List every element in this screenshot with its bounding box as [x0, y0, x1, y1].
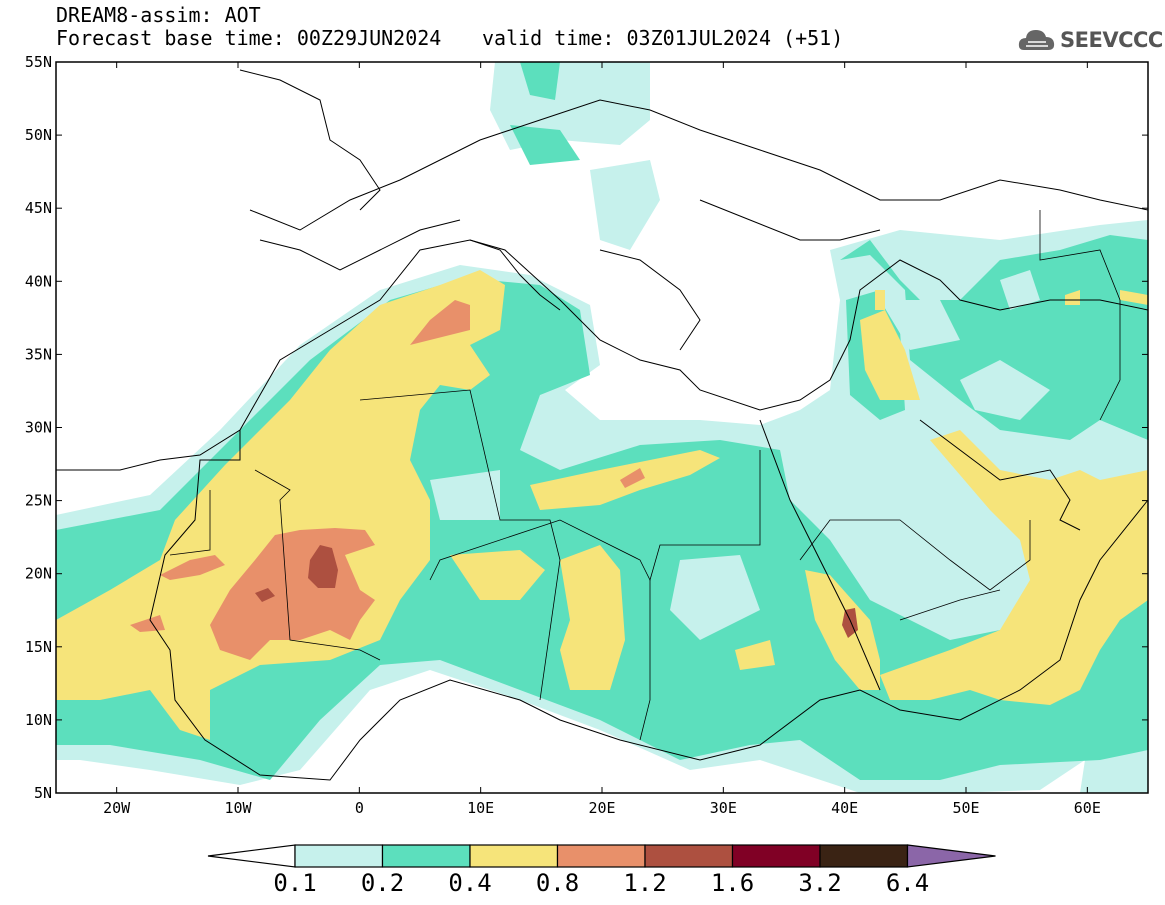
valid-time: valid time: 03Z01JUL2024 (+51) [482, 26, 844, 50]
aot-level-0.1-islands [430, 270, 1050, 640]
colorbar-label: 1.2 [623, 869, 666, 897]
colorbar-swatch [381, 844, 471, 868]
lon-tick-label: 50E [952, 799, 979, 817]
colorbar-swatch [469, 844, 559, 868]
lat-tick-label: 40N [25, 272, 52, 290]
lat-tick-label: 30N [25, 419, 52, 437]
forecast-base-time: Forecast base time: 00Z29JUN2024 [56, 26, 442, 50]
lon-tick-label: 60E [1074, 799, 1101, 817]
lat-tick-label: 55N [25, 53, 52, 71]
colorbar-swatch [819, 844, 909, 868]
cloud-logo-icon [1018, 30, 1055, 50]
lat-tick-label: 45N [25, 199, 52, 217]
lat-tick-label: 5N [34, 784, 52, 802]
lon-tick-label: 40E [831, 799, 858, 817]
colorbar-low-triangle [207, 844, 296, 868]
colorbar-label: 0.1 [273, 869, 316, 897]
lat-tick-label: 15N [25, 638, 52, 656]
colorbar-label: 1.6 [711, 869, 754, 897]
lon-tick-label: 10W [224, 799, 252, 817]
colorbar-label: 0.4 [448, 869, 491, 897]
longitude-axis: 20W 10W 0 10E 20E 30E 40E 50E 60E [103, 62, 1101, 817]
colorbar-swatch [294, 844, 384, 868]
lon-tick-label: 0 [355, 799, 364, 817]
latitude-axis: 55N 50N 45N 40N 35N 30N 25N 20N 15N 10N 5N [25, 53, 1148, 802]
lon-tick-label: 10E [467, 799, 494, 817]
colorbar-label: 0.2 [361, 869, 404, 897]
colorbar-high-triangle [906, 844, 996, 868]
lat-tick-label: 20N [25, 565, 52, 583]
map-title: DREAM8-assim: AOT [56, 3, 261, 27]
colorbar-label: 3.2 [798, 869, 841, 897]
lon-tick-label: 20E [588, 799, 615, 817]
coastlines [56, 69, 1148, 781]
aot-level-1.2 [255, 545, 858, 638]
lat-tick-label: 50N [25, 126, 52, 144]
lat-tick-label: 25N [25, 492, 52, 510]
colorbar-label: 6.4 [886, 869, 929, 897]
colorbar-swatch [644, 844, 734, 868]
country-borders [169, 210, 1121, 741]
colorbar-swatch [731, 844, 821, 868]
colorbar-label: 0.8 [536, 869, 579, 897]
seevccc-logo-text: SEEVCCC [1060, 28, 1163, 52]
colorbar-swatch [556, 844, 646, 868]
lon-tick-label: 20W [103, 799, 131, 817]
lon-tick-label: 30E [710, 799, 737, 817]
lat-tick-label: 10N [25, 711, 52, 729]
lat-tick-label: 35N [25, 345, 52, 363]
